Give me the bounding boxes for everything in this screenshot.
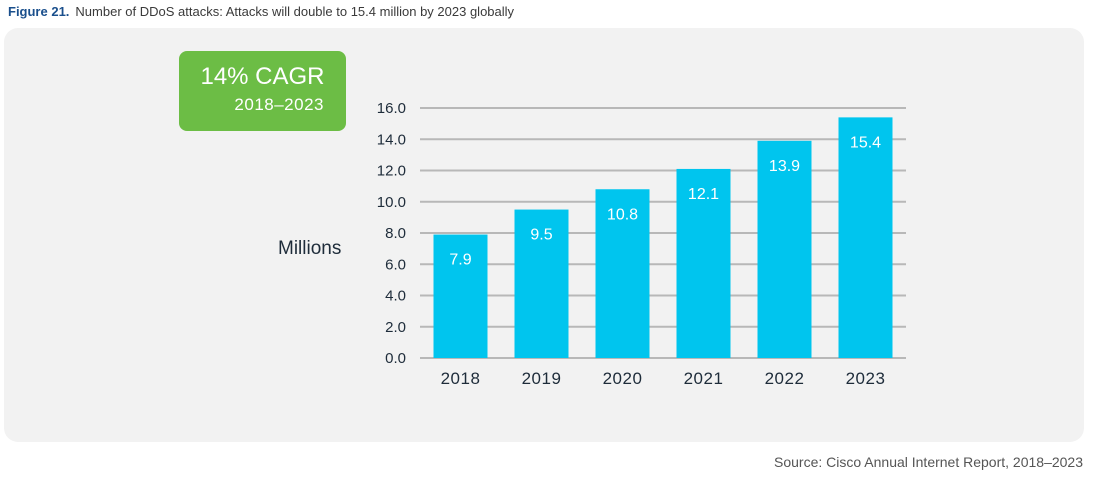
y-axis-label: Millions (278, 238, 342, 259)
bar-2020 (595, 189, 650, 358)
y-tick-label: 8.0 (385, 225, 406, 242)
x-tick-label: 2023 (846, 369, 886, 388)
bar-2019 (514, 209, 569, 358)
figure-title: Number of DDoS attacks: Attacks will dou… (75, 4, 515, 19)
bar-value-label: 12.1 (688, 186, 719, 203)
bar-value-label: 13.9 (769, 158, 800, 175)
bar-value-label: 9.5 (530, 227, 552, 244)
bar-2022 (757, 140, 812, 358)
x-tick-label: 2021 (684, 369, 724, 388)
x-tick-label: 2022 (765, 369, 805, 388)
x-tick-label: 2020 (603, 369, 643, 388)
bar-value-label: 10.8 (607, 206, 638, 223)
y-tick-label: 6.0 (385, 256, 406, 273)
y-tick-label: 12.0 (377, 163, 406, 180)
x-tick-label: 2018 (441, 369, 481, 388)
source-note: Source: Cisco Annual Internet Report, 20… (774, 454, 1083, 470)
y-tick-label: 16.0 (377, 100, 406, 117)
y-tick-label: 14.0 (377, 131, 406, 148)
y-tick-label: 0.0 (385, 350, 406, 367)
y-tick-label: 4.0 (385, 288, 406, 305)
figure-caption: Figure 21. Number of DDoS attacks: Attack… (8, 4, 514, 19)
y-tick-label: 2.0 (385, 319, 406, 336)
cagr-value: 14% CAGR (200, 63, 325, 90)
bar-2023 (838, 117, 893, 358)
bar-2021 (676, 168, 731, 358)
cagr-period: 2018–2023 (234, 95, 324, 114)
bar-value-label: 7.9 (449, 252, 471, 269)
y-tick-label: 10.0 (377, 194, 406, 211)
bar-2018 (433, 234, 488, 358)
x-tick-label: 2019 (522, 369, 562, 388)
cagr-callout: 14% CAGR 2018–2023 (179, 51, 346, 131)
figure-number: Figure 21. (8, 4, 70, 19)
bar-value-label: 15.4 (850, 134, 881, 151)
